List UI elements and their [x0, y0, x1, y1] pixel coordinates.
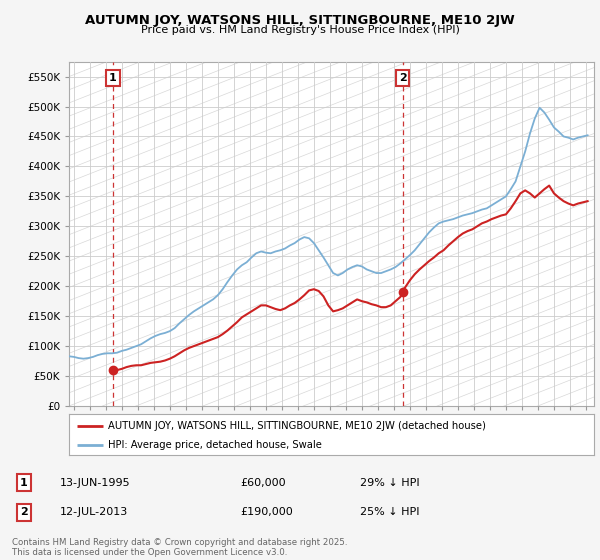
- Text: £60,000: £60,000: [240, 478, 286, 488]
- Text: Contains HM Land Registry data © Crown copyright and database right 2025.
This d: Contains HM Land Registry data © Crown c…: [12, 538, 347, 557]
- Text: 1: 1: [20, 478, 28, 488]
- Text: AUTUMN JOY, WATSONS HILL, SITTINGBOURNE, ME10 2JW: AUTUMN JOY, WATSONS HILL, SITTINGBOURNE,…: [85, 14, 515, 27]
- Text: 29% ↓ HPI: 29% ↓ HPI: [360, 478, 419, 488]
- Text: HPI: Average price, detached house, Swale: HPI: Average price, detached house, Swal…: [109, 440, 322, 450]
- Text: 25% ↓ HPI: 25% ↓ HPI: [360, 507, 419, 517]
- Text: 2: 2: [20, 507, 28, 517]
- Text: Price paid vs. HM Land Registry's House Price Index (HPI): Price paid vs. HM Land Registry's House …: [140, 25, 460, 35]
- Text: £190,000: £190,000: [240, 507, 293, 517]
- Text: 12-JUL-2013: 12-JUL-2013: [60, 507, 128, 517]
- Text: 2: 2: [398, 73, 406, 83]
- Text: 13-JUN-1995: 13-JUN-1995: [60, 478, 131, 488]
- Text: AUTUMN JOY, WATSONS HILL, SITTINGBOURNE, ME10 2JW (detached house): AUTUMN JOY, WATSONS HILL, SITTINGBOURNE,…: [109, 421, 486, 431]
- Text: 1: 1: [109, 73, 117, 83]
